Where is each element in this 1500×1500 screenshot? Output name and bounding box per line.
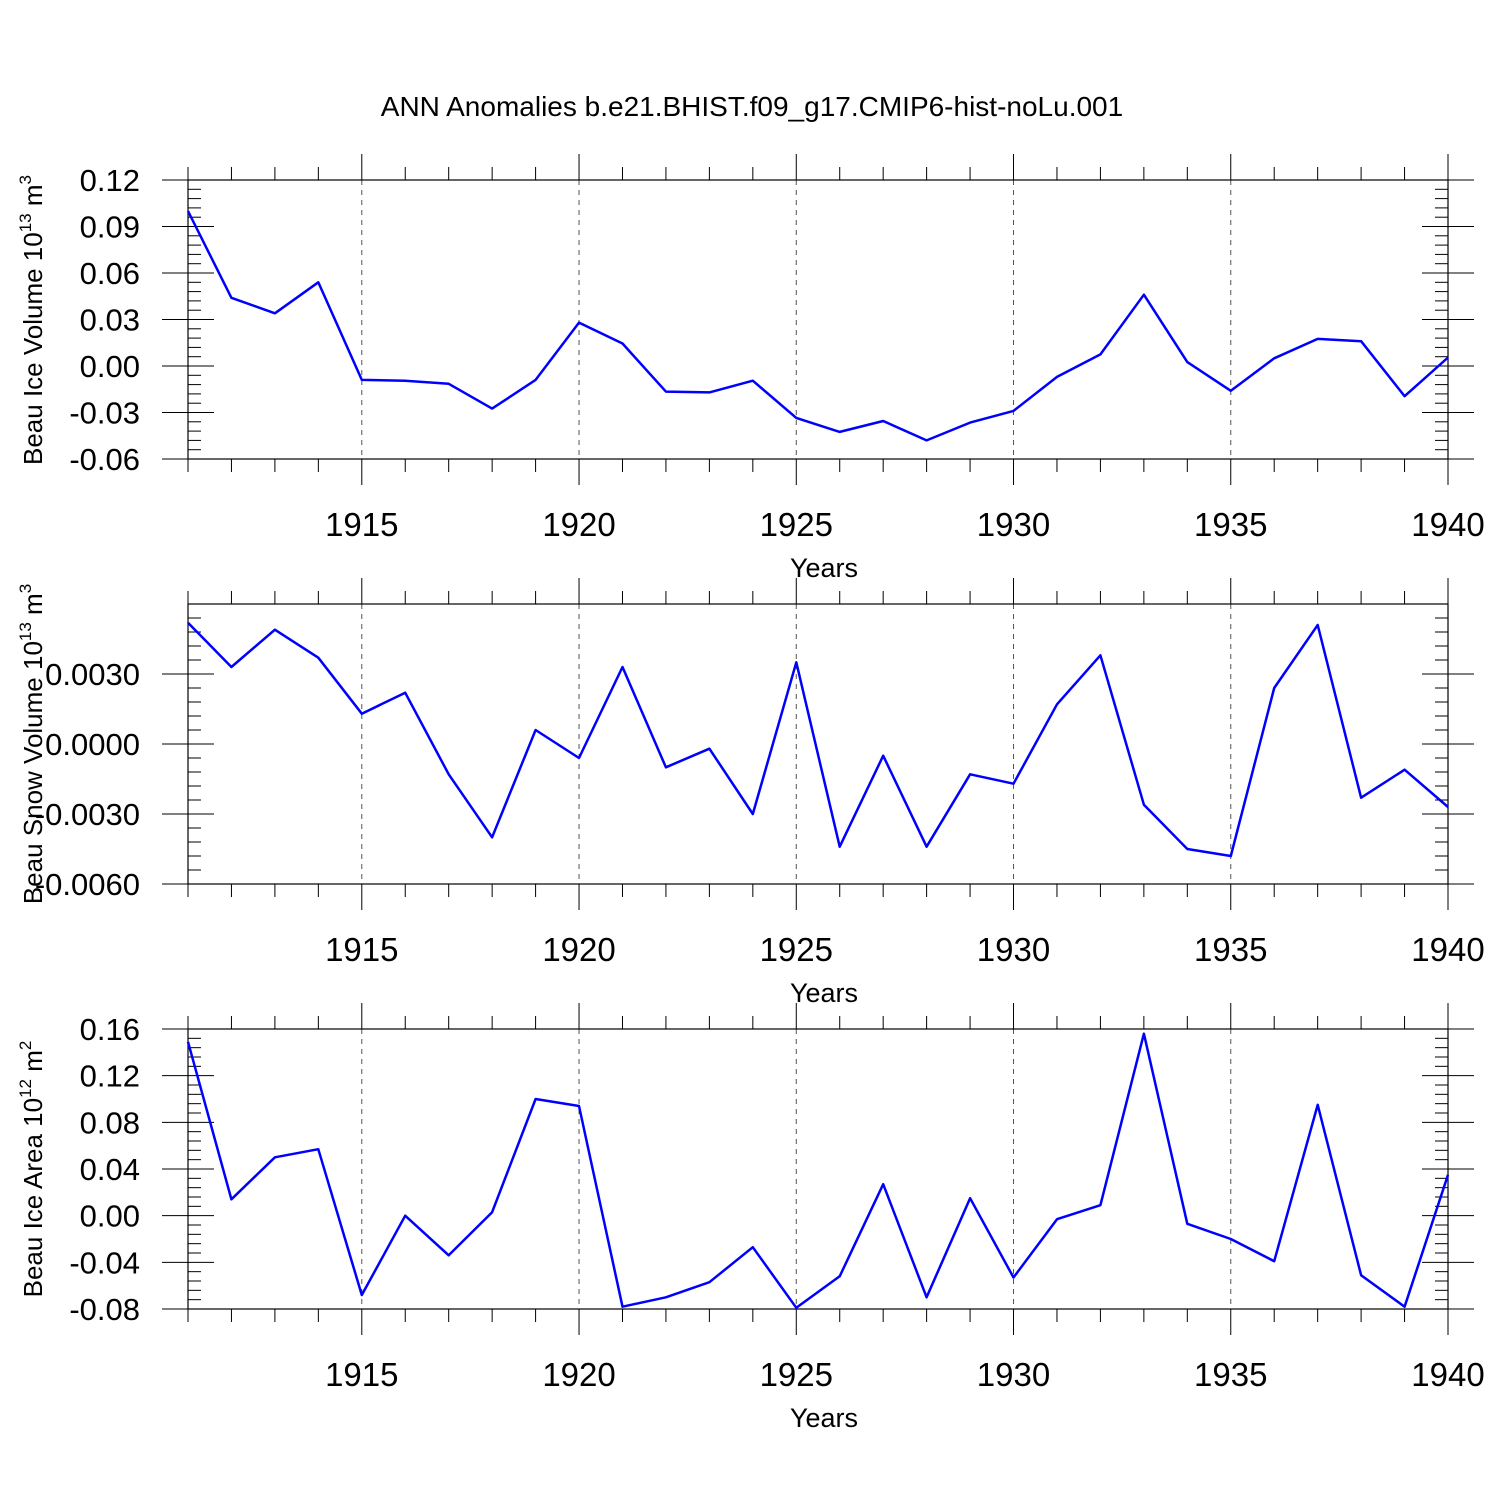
y-tick-label: 0.12 — [80, 1059, 140, 1094]
y-tick-label: -0.0030 — [35, 797, 140, 832]
x-axis-label: Years — [790, 978, 858, 1008]
y-tick-label: 0.09 — [80, 210, 140, 245]
x-tick-label: 1940 — [1411, 1356, 1484, 1393]
x-tick-label: 1920 — [542, 1356, 615, 1393]
x-tick-label: 1935 — [1194, 1356, 1267, 1393]
chart-panel-ice-volume: -0.06 -0.03 0.00 0.03 0.06 0.09 0.12 1915 1920 19… — [16, 154, 1485, 583]
y-tick-label: 0.0030 — [45, 657, 140, 692]
x-tick-label: 1925 — [760, 931, 833, 968]
data-series-line — [186, 210, 1449, 442]
y-axis-label: Beau Ice Area 1012 m2 — [16, 1041, 48, 1298]
y-tick-label: 0.04 — [80, 1152, 140, 1187]
y-tick-label: 0.03 — [80, 303, 140, 338]
y-tick-label: 0.12 — [80, 163, 140, 198]
y-tick-label: -0.06 — [69, 442, 140, 477]
y-tick-label: -0.04 — [69, 1245, 140, 1280]
x-tick-label: 1935 — [1194, 931, 1267, 968]
data-series-line — [186, 1032, 1450, 1310]
y-tick-label: -0.0060 — [35, 867, 140, 902]
y-tick-label: 0.16 — [80, 1012, 140, 1047]
chart-panel-ice-area: -0.08 -0.04 0.00 0.04 0.08 0.12 0.16 1915 1920 19… — [16, 1003, 1485, 1433]
x-tick-label: 1940 — [1411, 506, 1484, 543]
y-axis-label: Beau Ice Volume 1013 m3 — [16, 175, 48, 465]
x-tick-label: 1920 — [542, 506, 615, 543]
y-tick-label: 0.00 — [80, 1199, 140, 1234]
data-series-line — [187, 621, 1449, 858]
chart-title: ANN Anomalies b.e21.BHIST.f09_g17.CMIP6-… — [381, 91, 1123, 122]
x-tick-label: 1930 — [977, 931, 1050, 968]
y-tick-label: 0.00 — [80, 349, 140, 384]
y-tick-label: 0.0000 — [45, 727, 140, 762]
y-tick-label: 0.08 — [80, 1105, 140, 1140]
x-tick-label: 1930 — [977, 1356, 1050, 1393]
plot-frame — [187, 179, 1449, 460]
x-axis-label: Years — [790, 1403, 858, 1433]
y-tick-label: -0.08 — [69, 1292, 140, 1327]
x-tick-label: 1915 — [325, 1356, 398, 1393]
x-tick-label: 1925 — [760, 1356, 833, 1393]
x-tick-label: 1935 — [1194, 506, 1267, 543]
x-axis-label: Years — [790, 553, 858, 583]
y-tick-label: -0.03 — [69, 396, 140, 431]
x-tick-label: 1925 — [760, 506, 833, 543]
x-tick-label: 1930 — [977, 506, 1050, 543]
x-tick-label: 1920 — [542, 931, 615, 968]
x-tick-label: 1915 — [325, 931, 398, 968]
x-tick-label: 1940 — [1411, 931, 1484, 968]
x-tick-label: 1915 — [325, 506, 398, 543]
y-tick-label: 0.06 — [80, 256, 140, 291]
y-axis-label: Beau Snow Volume 1013 m3 — [16, 584, 48, 904]
chart-panel-snow-volume: -0.0060 -0.0030 0.0000 0.0030 1915 1920 1925 19… — [16, 578, 1485, 1008]
